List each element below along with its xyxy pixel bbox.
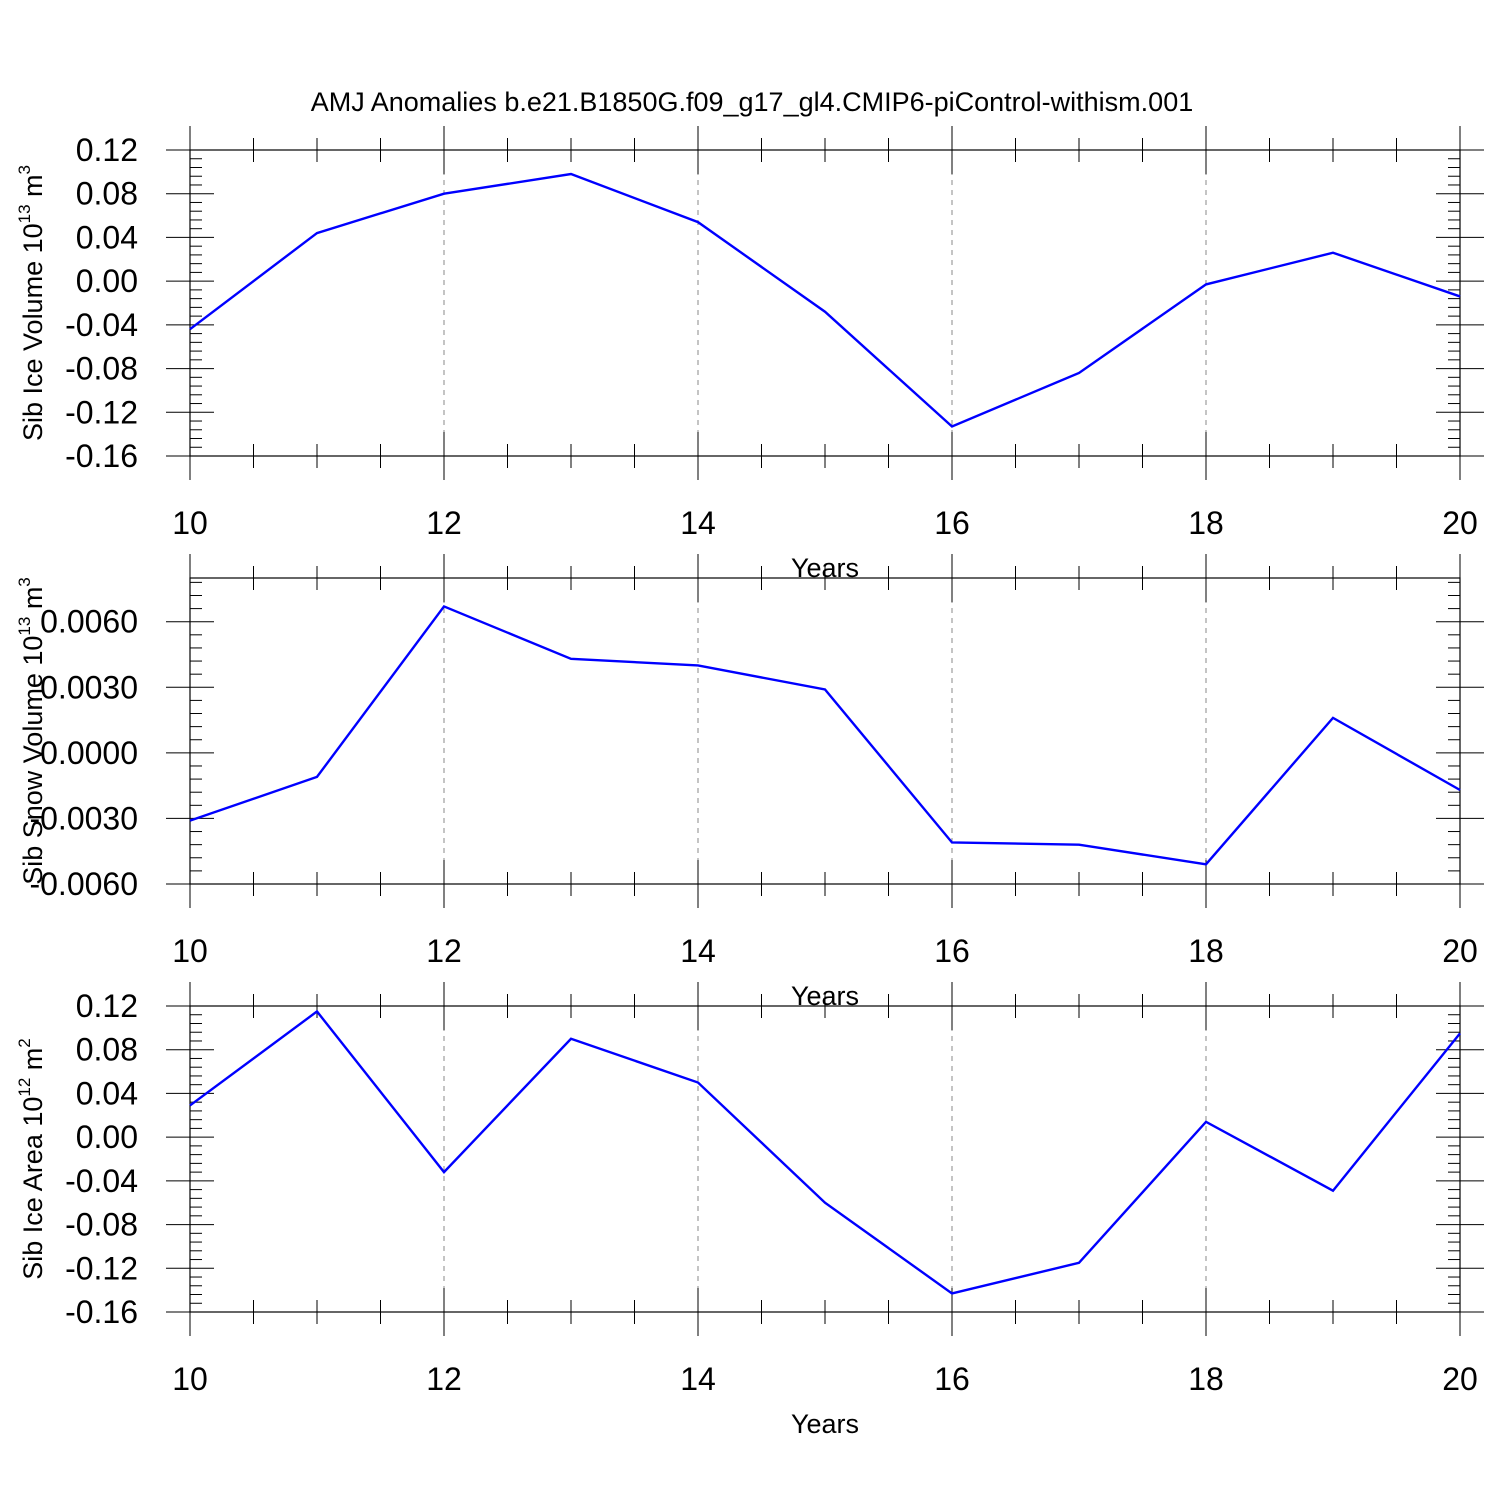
x-tick-label: 12 [426,1361,462,1397]
y-tick-label: 0.00 [76,263,138,299]
x-tick-label: 10 [172,1361,208,1397]
panels: 10 12 14 16 18 20 Years -0.16 -0.12 -0.08 -0.04 0.0… [15,126,1484,1439]
x-tick-label: 10 [172,505,208,541]
y-axis-title: Sib Ice Volume 1013 m3 [15,165,48,441]
x-axis-title: Years [791,1409,859,1439]
y-tick-label: -0.12 [65,1250,138,1286]
y-tick-label: -0.04 [65,1163,138,1199]
x-tick-label: 18 [1188,933,1224,969]
y-tick-label: 0.0030 [40,669,138,705]
y-tick-label: -0.08 [65,1207,138,1243]
y-tick-label: 0.0000 [40,735,138,771]
y-tick-label: 0.12 [76,132,138,168]
x-tick-label: 18 [1188,1361,1224,1397]
x-tick-label: 14 [680,1361,716,1397]
y-tick-label: 0.08 [76,176,138,212]
x-tick-label: 12 [426,933,462,969]
x-tick-label: 12 [426,505,462,541]
y-tick-label: -0.0060 [29,866,138,902]
x-tick-label: 10 [172,933,208,969]
x-tick-label: 20 [1442,1361,1478,1397]
y-tick-label: 0.04 [76,219,138,255]
y-axis-title: Sib Snow Volume 1013 m3 [15,577,48,885]
y-tick-label: 0.04 [76,1075,138,1111]
y-tick-label: 0.0060 [40,604,138,640]
x-tick-label: 20 [1442,505,1478,541]
x-tick-label: 16 [934,1361,970,1397]
x-tick-label: 14 [680,933,716,969]
y-tick-label: -0.08 [65,351,138,387]
panel-3: 10 12 14 16 18 20 Years -0.16 -0.12 -0.08 -0.04 0.0… [15,982,1484,1439]
y-tick-label: -0.04 [65,307,138,343]
y-tick-label: 0.08 [76,1032,138,1068]
chart-title: AMJ Anomalies b.e21.B1850G.f09_g17_gl4.C… [311,87,1193,117]
panel-1: 10 12 14 16 18 20Years-0.16-0.12-0.08-0.040.0… [15,126,1484,583]
x-tick-label: 14 [680,505,716,541]
y-tick-label: -0.0030 [29,800,138,836]
y-tick-label: -0.16 [65,438,138,474]
x-tick-label: 20 [1442,933,1478,969]
x-tick-label: 18 [1188,505,1224,541]
panel-2: 10 12 14 16 18 20Years-0.0060-0.00300.00000.0… [15,554,1484,1011]
y-tick-label: -0.12 [65,394,138,430]
y-tick-label: -0.16 [65,1294,138,1330]
x-tick-label: 16 [934,933,970,969]
y-tick-label: 0.12 [76,988,138,1024]
x-tick-label: 16 [934,505,970,541]
y-tick-label: 0.00 [76,1119,138,1155]
y-axis-title: Sib Ice Area 1012 m2 [15,1038,48,1280]
